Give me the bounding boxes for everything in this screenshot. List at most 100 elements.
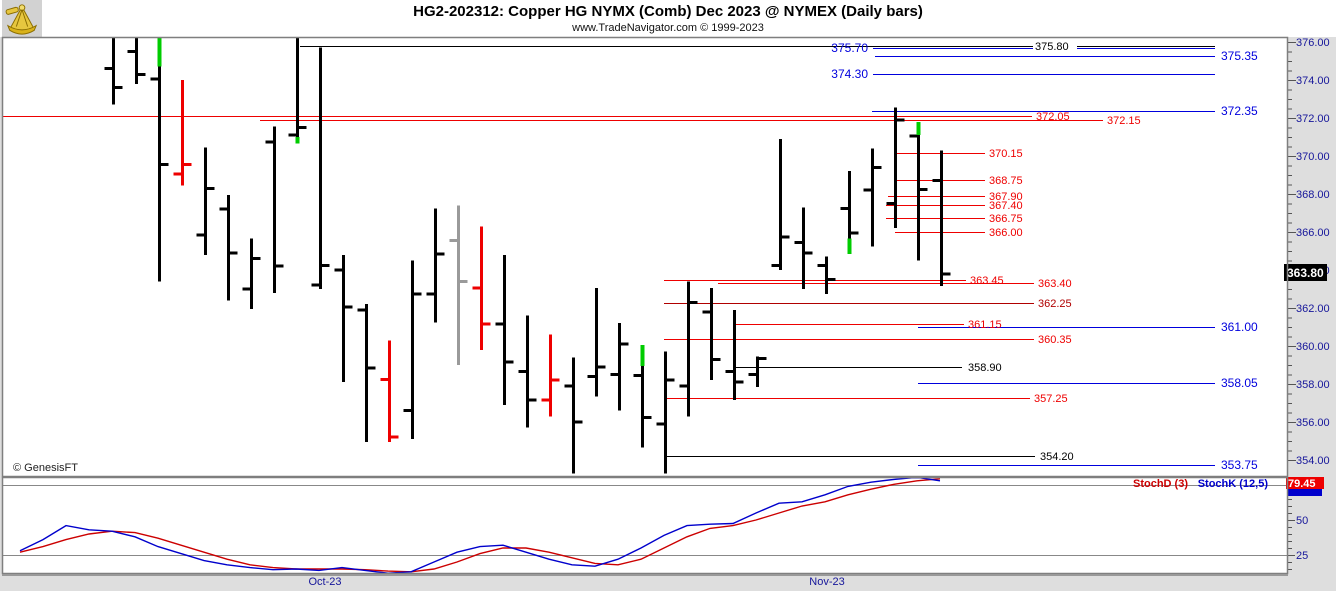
price-bar xyxy=(840,171,859,254)
price-line-label: 366.00 xyxy=(989,227,1023,239)
price-bar xyxy=(932,150,951,287)
price-bar xyxy=(633,345,652,448)
price-line-label: 370.15 xyxy=(989,148,1023,160)
price-line-label: 368.75 xyxy=(989,175,1023,187)
price-line-label: 360.35 xyxy=(1038,334,1072,346)
stoch-pane-frame xyxy=(1,476,1289,575)
stoch-layer xyxy=(3,478,1287,573)
price-line-label: 358.90 xyxy=(968,362,1002,374)
price-bar xyxy=(357,304,376,442)
price-bar xyxy=(518,315,537,428)
price-axis-label: 376.00 xyxy=(1296,37,1330,49)
price-axis-label: 356.00 xyxy=(1296,417,1330,429)
price-line-label: 357.25 xyxy=(1034,393,1068,405)
price-line-label: 366.75 xyxy=(989,213,1023,225)
price-line-label: 375.35 xyxy=(1221,49,1258,63)
price-line-label: 361.00 xyxy=(1221,320,1258,334)
price-bar xyxy=(656,351,675,474)
price-line-label: 367.40 xyxy=(989,200,1023,212)
price-bar xyxy=(380,340,399,442)
price-pane-frame xyxy=(1,36,1289,478)
price-line-label: 367.90 xyxy=(989,191,1023,203)
price-line-label: 372.35 xyxy=(1221,104,1258,118)
price-bar xyxy=(495,254,514,405)
price-bar xyxy=(587,288,606,397)
price-bar xyxy=(403,260,422,440)
sextant-icon xyxy=(5,3,38,35)
price-bar xyxy=(242,238,261,309)
price-line-label: 363.45 xyxy=(970,275,1004,287)
price-bar xyxy=(265,126,284,293)
stoch-k-legend: StochK (12,5) xyxy=(1198,478,1269,490)
price-axis-label: 374.00 xyxy=(1296,75,1330,87)
price-bar xyxy=(679,281,698,417)
price-bar xyxy=(311,47,330,289)
price-pane[interactable] xyxy=(2,37,1288,477)
price-bar xyxy=(426,208,445,323)
price-bar xyxy=(886,107,905,229)
stoch-d-badge-text: 79.45 xyxy=(1288,478,1316,490)
price-axis-label: 360.00 xyxy=(1296,341,1330,353)
price-bar xyxy=(725,309,744,401)
price-line-label: 363.40 xyxy=(1038,278,1072,290)
price-bar xyxy=(219,194,238,301)
price-line-label: 362.25 xyxy=(1038,298,1072,310)
label-backing xyxy=(1033,39,1077,52)
genesisft-watermark: © GenesisFT xyxy=(13,462,78,474)
price-axis-label: 366.00 xyxy=(1296,227,1330,239)
price-line-label: 354.20 xyxy=(1040,451,1074,463)
price-bar xyxy=(449,205,468,365)
price-bar xyxy=(610,323,629,411)
price-bar xyxy=(794,207,813,289)
price-bar xyxy=(817,256,836,294)
stoch-axis-label: 25 xyxy=(1296,550,1308,562)
price-line-label: 375.70 xyxy=(831,41,868,55)
price-bar xyxy=(863,148,882,247)
price-line-label: 361.15 xyxy=(968,319,1002,331)
stoch-d-legend: StochD (3) xyxy=(1133,478,1188,490)
chart-subtitle: www.TradeNavigator.com © 1999-2023 xyxy=(572,22,764,34)
price-line-label: 353.75 xyxy=(1221,458,1258,472)
price-bar xyxy=(909,121,928,261)
price-axis-label: 370.00 xyxy=(1296,151,1330,163)
price-line-label: 372.15 xyxy=(1107,115,1141,127)
stoch-axis-label: 50 xyxy=(1296,515,1308,527)
price-bar xyxy=(127,38,146,84)
price-line-label: 358.05 xyxy=(1221,376,1258,390)
price-bar xyxy=(702,288,721,381)
price-bar xyxy=(288,38,307,144)
price-bar xyxy=(472,226,491,350)
stoch-k-badge xyxy=(1288,488,1322,496)
title-bar: HG2-202312: Copper HG NYMX (Comb) Dec 20… xyxy=(0,0,1336,37)
price-axis-label: 354.00 xyxy=(1296,455,1330,467)
date-axis-label-Oct-23: Oct-23 xyxy=(308,576,341,588)
price-axis-label: 358.00 xyxy=(1296,379,1330,391)
stoch-d-line xyxy=(19,478,941,573)
stoch-d-badge xyxy=(1286,477,1324,489)
price-bar xyxy=(564,357,583,474)
price-axis-label: 368.00 xyxy=(1296,189,1330,201)
price-bar xyxy=(150,38,169,282)
stoch-pane[interactable] xyxy=(2,477,1288,574)
price-bar xyxy=(771,138,790,270)
price-line-label: 375.80 xyxy=(1035,41,1069,53)
genesis-sextant-logo-icon xyxy=(2,0,42,37)
chart-title: HG2-202312: Copper HG NYMX (Comb) Dec 20… xyxy=(413,3,923,20)
date-axis-label-Nov-23: Nov-23 xyxy=(809,576,844,588)
price-bar xyxy=(173,80,192,186)
price-axis-label: 362.00 xyxy=(1296,303,1330,315)
price-line-label: 374.30 xyxy=(831,67,868,81)
price-bar xyxy=(196,147,215,255)
price-axis-label: 372.00 xyxy=(1296,113,1330,125)
price-bar xyxy=(541,334,560,417)
last-price-badge-text: 363.80 xyxy=(1287,266,1324,280)
price-bar xyxy=(104,38,123,105)
price-line-label: 372.05 xyxy=(1036,111,1070,123)
price-bar xyxy=(334,254,353,383)
price-bar xyxy=(748,356,767,387)
price-layer xyxy=(3,38,1215,474)
stoch-k-line xyxy=(19,478,941,573)
last-price-badge xyxy=(1284,264,1327,281)
